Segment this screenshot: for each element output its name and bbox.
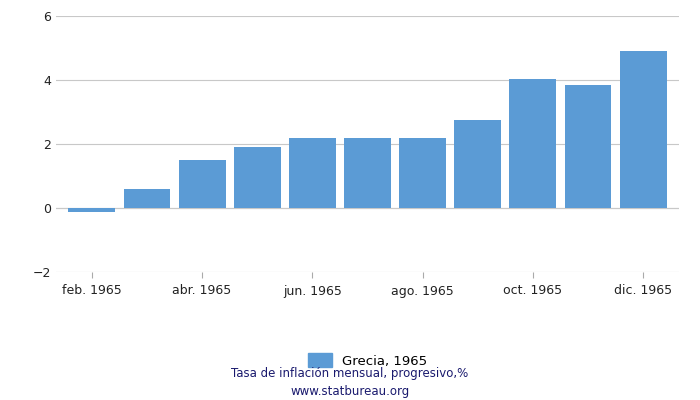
Text: Tasa de inflación mensual, progresivo,%: Tasa de inflación mensual, progresivo,% (232, 368, 468, 380)
Bar (289, 138, 336, 208)
Bar (510, 79, 556, 208)
Bar (454, 120, 501, 208)
Bar (178, 160, 225, 208)
Bar (620, 50, 666, 208)
Legend: Grecia, 1965: Grecia, 1965 (302, 348, 433, 373)
Bar (123, 189, 170, 208)
Bar (69, 208, 116, 212)
Text: www.statbureau.org: www.statbureau.org (290, 385, 410, 398)
Bar (565, 85, 612, 208)
Bar (344, 138, 391, 208)
Bar (399, 138, 446, 208)
Bar (234, 147, 281, 208)
